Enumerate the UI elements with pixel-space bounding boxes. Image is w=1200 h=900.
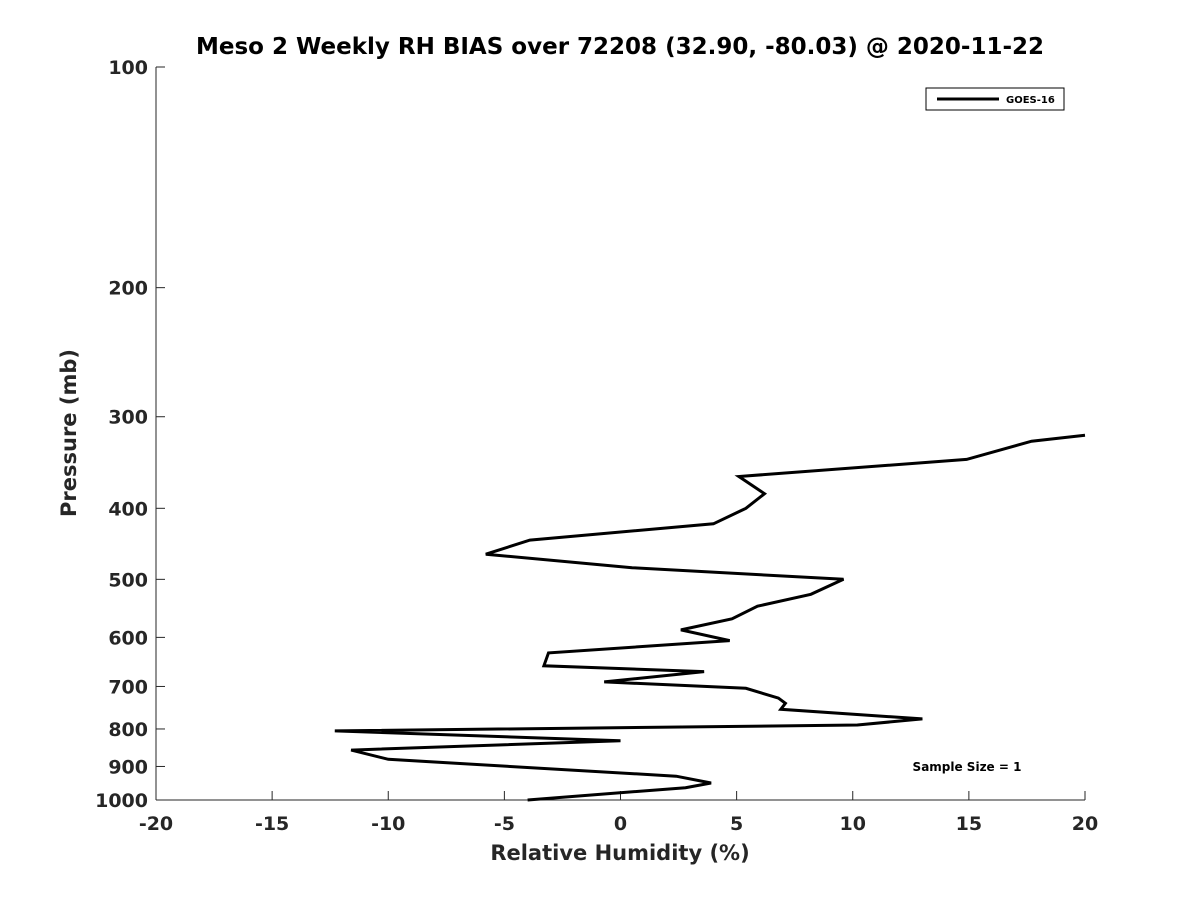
y-tick-label: 300 (108, 407, 148, 429)
x-tick-label: -5 (494, 813, 515, 835)
series-line-goes-16 (334, 433, 1086, 802)
x-tick-label: 0 (614, 813, 627, 835)
y-tick-label: 800 (108, 719, 148, 741)
x-axis-label: Relative Humidity (%) (490, 841, 749, 865)
x-tick-label: 5 (730, 813, 743, 835)
legend: GOES-16 (925, 87, 1065, 111)
y-tick-label: 100 (108, 57, 148, 79)
x-tick-label: 15 (956, 813, 982, 835)
x-tick-label: -20 (139, 813, 173, 835)
y-tick-label: 900 (108, 756, 148, 778)
y-tick-label: 600 (108, 627, 148, 649)
x-tick-label: 20 (1072, 813, 1098, 835)
y-axis-label: Pressure (mb) (57, 349, 81, 517)
y-tick-label: 500 (108, 569, 148, 591)
x-tick-label: -10 (371, 813, 405, 835)
x-ticks: -20 -15 -10 -5 0 5 10 15 20 (139, 791, 1098, 835)
y-tick-label: 1000 (95, 790, 148, 812)
y-tick-label: 400 (108, 498, 148, 520)
series-layer (334, 433, 1086, 802)
y-tick-label: 700 (108, 676, 148, 698)
axes (155, 67, 1085, 801)
chart-title: Meso 2 Weekly RH BIAS over 72208 (32.90,… (196, 34, 1044, 60)
x-tick-label: -15 (255, 813, 289, 835)
y-ticks: 100 200 300 400 500 600 700 800 900 1000 (95, 57, 165, 812)
x-tick-label: 10 (840, 813, 866, 835)
y-tick-label: 200 (108, 278, 148, 300)
sample-size-annotation: Sample Size = 1 (913, 760, 1022, 774)
legend-label-goes16: GOES-16 (1006, 95, 1055, 106)
